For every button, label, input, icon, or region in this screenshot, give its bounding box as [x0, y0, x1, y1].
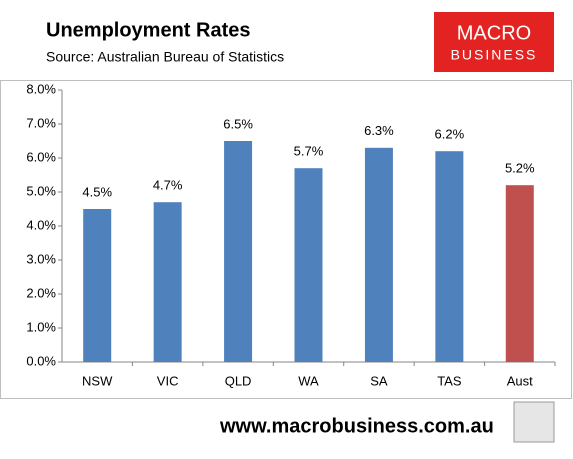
- x-tick-label: QLD: [225, 373, 252, 388]
- value-label: 4.5%: [82, 184, 112, 199]
- x-tick-label: TAS: [437, 373, 462, 388]
- y-tick-label: 8.0%: [26, 81, 56, 96]
- value-label: 5.2%: [505, 161, 535, 176]
- y-tick-label: 1.0%: [26, 319, 56, 334]
- logo-icon: [513, 401, 555, 443]
- bar: [224, 141, 253, 362]
- x-tick-label: NSW: [82, 373, 113, 388]
- y-tick-label: 5.0%: [26, 183, 56, 198]
- value-label: 5.7%: [294, 144, 324, 159]
- bar: [83, 209, 112, 362]
- logo-text: BUSINESS: [451, 47, 538, 63]
- bar: [435, 151, 464, 362]
- y-tick-label: 6.0%: [26, 149, 56, 164]
- bar: [294, 168, 323, 362]
- bar: [153, 202, 182, 362]
- chart-title: Unemployment Rates: [46, 19, 251, 41]
- x-tick-label: VIC: [157, 373, 179, 388]
- value-label: 4.7%: [153, 178, 183, 193]
- chart-subtitle: Source: Australian Bureau of Statistics: [46, 49, 284, 65]
- y-tick-label: 4.0%: [26, 217, 56, 232]
- y-tick-label: 7.0%: [26, 115, 56, 130]
- bar: [364, 147, 393, 362]
- x-tick-label: WA: [298, 373, 319, 388]
- footer: www.macrobusiness.com.au: [219, 415, 494, 437]
- x-tick-label: SA: [370, 373, 388, 388]
- y-tick-label: 3.0%: [26, 251, 56, 266]
- x-tick-label: Aust: [507, 373, 533, 388]
- value-label: 6.2%: [435, 127, 465, 142]
- chart-border: [0, 80, 572, 399]
- value-label: 6.5%: [223, 116, 253, 131]
- y-tick-label: 2.0%: [26, 285, 56, 300]
- logo-box: [434, 12, 554, 72]
- y-tick-label: 0.0%: [26, 353, 56, 368]
- value-label: 6.3%: [364, 123, 394, 138]
- bar: [505, 185, 534, 362]
- logo-text: MACRO: [457, 22, 531, 44]
